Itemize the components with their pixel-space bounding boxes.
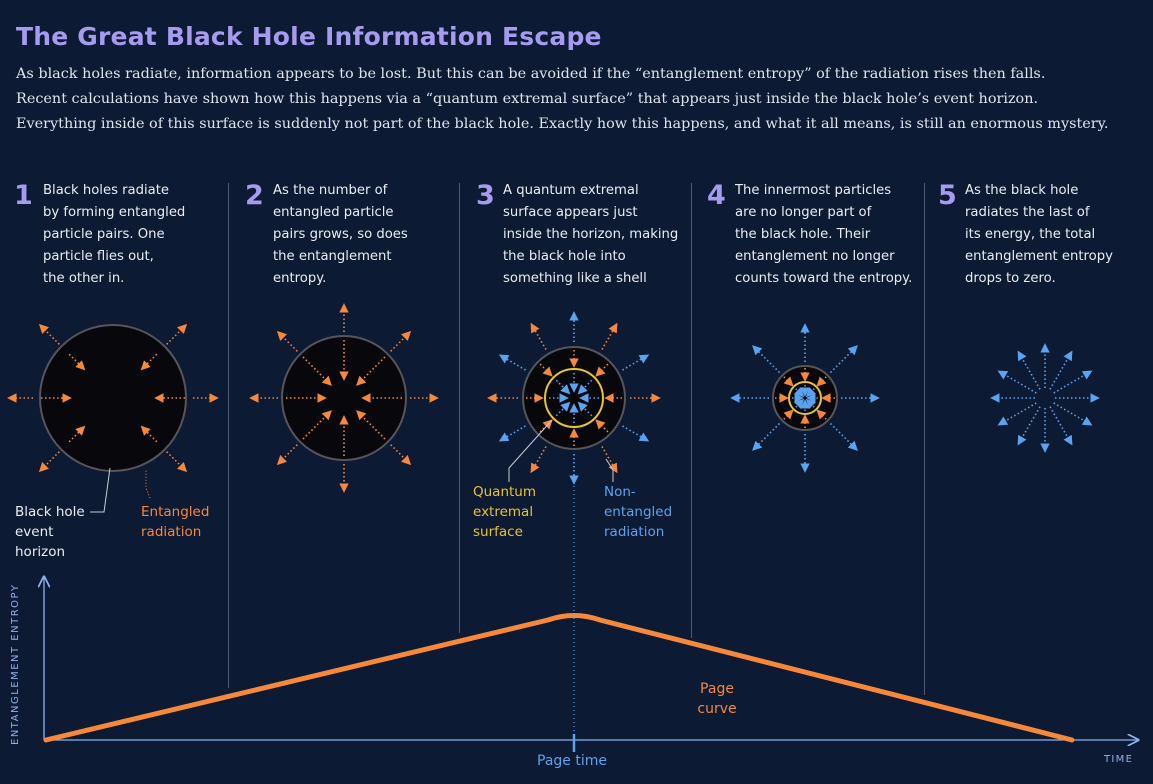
entangled-radiation-label: Entangled radiation [141, 504, 210, 540]
non-entangled-radiation-arrow [805, 387, 816, 398]
black-hole-2 [281, 335, 407, 461]
non-entangled-radiation-arrow [622, 425, 650, 442]
entangled-radiation-arrow [530, 322, 547, 350]
black-hole-4 [772, 365, 838, 431]
non-entangled-radiation-arrow [752, 422, 781, 451]
entangled-radiation-arrow [68, 353, 86, 371]
entangled-radiation-arrow [530, 446, 547, 474]
intro-paragraph: As black holes radiate, information appe… [16, 62, 1141, 137]
non-entangled-radiation-arrow [498, 354, 526, 371]
non-entangled-leader-line [605, 458, 614, 482]
entangled-radiation-arrow [816, 409, 827, 420]
step-description: Black holes radiate by forming entangled… [43, 183, 186, 286]
entangled-radiation-arrow [783, 409, 794, 420]
entangled-radiation-arrow [539, 363, 553, 377]
non-entangled-radiation-arrow [997, 370, 1037, 394]
entangled-radiation-arrow [276, 444, 298, 466]
page-time-label: Page time [537, 753, 607, 769]
non-entangled-radiation-arrow [1017, 406, 1041, 446]
radiation-arrows [7, 303, 1100, 493]
column-divider [924, 183, 925, 695]
non-entangled-radiation-arrow [1017, 350, 1041, 390]
entangled-radiation-arrow [390, 330, 412, 352]
qes-leader-line [508, 419, 553, 482]
page-curve-line [43, 613, 1075, 743]
entangled-radiation-arrow [68, 425, 86, 443]
step-number: 5 [938, 180, 957, 211]
step-number: 1 [14, 180, 33, 211]
intro-line: Recent calculations have shown how this … [16, 91, 1039, 107]
quantum-extremal-surface-label: Quantum extremal surface [473, 484, 537, 540]
entangled-radiation-arrow [595, 419, 609, 433]
column-divider [459, 183, 460, 633]
non-entangled-radiation-arrow [1049, 350, 1073, 390]
non-entangled-radiation-arrow [622, 354, 650, 371]
step-description: As the number of entangled particle pair… [273, 183, 408, 286]
y-axis-label: ENTANGLEMENT ENTROPY [10, 583, 21, 745]
entangled-radiation-arrow [601, 446, 618, 474]
page-title: The Great Black Hole Information Escape [16, 22, 602, 51]
entangled-radiation-arrow [140, 425, 158, 443]
entangled-radiation-arrow [816, 376, 827, 387]
non-entangled-radiation-arrow [1053, 370, 1093, 394]
step-description: A quantum extremal surface appears just … [503, 183, 679, 286]
non-entangled-radiation-arrow [577, 379, 593, 395]
non-entangled-radiation-arrow [1053, 402, 1093, 426]
non-entangled-radiation-arrow [1049, 406, 1073, 446]
column-divider [228, 183, 229, 688]
entangled-radiation-arrow [140, 353, 158, 371]
non-entangled-radiation-arrow [794, 398, 805, 409]
step-number: 3 [476, 180, 495, 211]
step-number: 4 [707, 180, 726, 211]
event-horizon-label: Black hole event horizon [15, 504, 85, 560]
non-entangled-radiation-label: Non- entangled radiation [604, 484, 673, 540]
non-entangled-radiation-arrow [829, 422, 858, 451]
step-description: The innermost particles are no longer pa… [735, 183, 913, 286]
radiation-leader-line [145, 470, 151, 499]
step-description: As the black hole radiates the last of i… [965, 183, 1113, 286]
quantum-extremal-surface-3 [544, 368, 604, 428]
entangled-radiation-arrow [38, 323, 60, 345]
non-entangled-radiation-arrow [555, 379, 571, 395]
entangled-radiation-arrow [166, 451, 188, 473]
non-entangled-radiation-arrow [752, 345, 781, 374]
non-entangled-radiation-arrow [577, 401, 593, 417]
x-axis-label: TIME [1104, 754, 1134, 765]
entangled-radiation-arrow [38, 451, 60, 473]
column-divider [691, 183, 692, 638]
entangled-radiation-arrow [595, 363, 609, 377]
non-entangled-radiation-arrow [997, 402, 1037, 426]
non-entangled-radiation-arrow [829, 345, 858, 374]
entangled-radiation-arrow [390, 444, 412, 466]
non-entangled-radiation-arrow [555, 401, 571, 417]
non-entangled-radiation-arrow [805, 398, 816, 409]
intro-line: As black holes radiate, information appe… [16, 66, 1046, 82]
entangled-radiation-arrow [601, 322, 618, 350]
intro-line: Everything inside of this surface is sud… [16, 116, 1109, 132]
quantum-extremal-surface-4 [788, 381, 822, 415]
non-entangled-radiation-arrow [794, 387, 805, 398]
entangled-radiation-arrow [276, 330, 298, 352]
entangled-radiation-arrow [166, 323, 188, 345]
non-entangled-radiation-arrow [498, 425, 526, 442]
entangled-radiation-arrow [783, 376, 794, 387]
page-curve-label: Page curve [697, 681, 737, 717]
horizon-leader-line [90, 467, 111, 513]
step-number: 2 [245, 180, 264, 211]
